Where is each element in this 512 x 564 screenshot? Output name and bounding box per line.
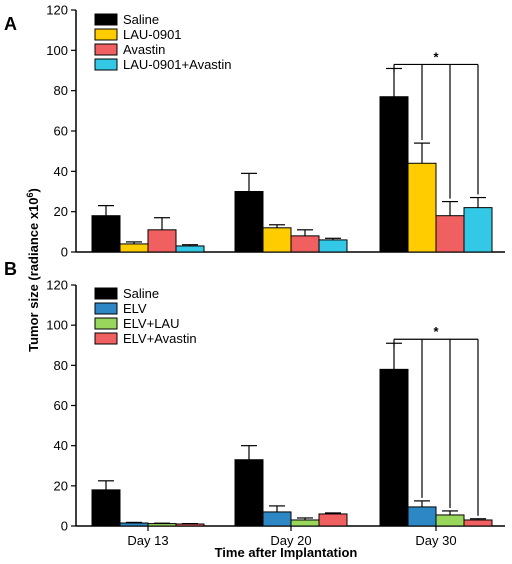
y-tick-label: 20 xyxy=(54,204,68,219)
legend-label: Avastin xyxy=(123,42,165,57)
y-tick-label: 80 xyxy=(54,358,68,373)
bar xyxy=(175,523,205,527)
bar xyxy=(435,215,465,253)
bar xyxy=(290,519,320,527)
x-tick-label: Day 30 xyxy=(415,533,456,548)
y-tick-label: 120 xyxy=(46,3,68,18)
legend-swatch xyxy=(94,58,118,71)
bar xyxy=(463,519,493,527)
significance-marker: * xyxy=(433,49,439,64)
x-tick-label: Day 20 xyxy=(270,533,311,548)
significance-marker: * xyxy=(433,324,439,339)
panel-label: B xyxy=(4,259,17,279)
y-tick-label: 100 xyxy=(46,43,68,58)
x-axis-title: Time after Implantation xyxy=(215,545,358,560)
y-tick-label: 80 xyxy=(54,83,68,98)
bar xyxy=(147,523,177,527)
bar xyxy=(379,96,409,253)
y-tick-label: 60 xyxy=(54,398,68,413)
bar xyxy=(290,235,320,253)
y-axis-title-exponent: 6 xyxy=(25,192,35,197)
y-tick-label: 40 xyxy=(54,438,68,453)
bar xyxy=(262,511,292,527)
bar xyxy=(262,227,292,253)
bar xyxy=(318,239,348,253)
bar xyxy=(379,368,409,527)
legend-swatch xyxy=(94,13,118,26)
y-tick-label: 60 xyxy=(54,124,68,139)
panel-b: B 0 20 40 60 80 100 120 Day 13 Day 20 Day 30 * Salin… xyxy=(4,259,505,548)
panel-label: A xyxy=(4,14,17,34)
legend-label: ELV+LAU xyxy=(123,316,180,331)
bar xyxy=(463,207,493,253)
y-tick-label: 120 xyxy=(46,278,68,293)
legend-label: Saline xyxy=(123,286,159,301)
legend-swatch xyxy=(94,28,118,41)
legend-swatch xyxy=(94,43,118,56)
legend-swatch xyxy=(94,332,118,345)
panel-a: A 0 20 40 60 80 100 120 * SalineLAU-0901AvastinLA… xyxy=(4,3,505,260)
legend-label: Saline xyxy=(123,12,159,27)
bar xyxy=(119,243,149,253)
y-tick-label: 100 xyxy=(46,318,68,333)
bar xyxy=(234,459,264,527)
bar xyxy=(407,506,437,527)
bar xyxy=(175,245,205,253)
bar xyxy=(407,162,437,253)
legend-label: ELV xyxy=(123,301,147,316)
y-axis-title-main: Tumor size (radiance x10 xyxy=(26,197,41,351)
y-tick-label: 20 xyxy=(54,478,68,493)
y-axis-title: Tumor size (radiance x106) xyxy=(25,188,41,352)
bar xyxy=(147,229,177,253)
x-tick-label: Day 13 xyxy=(127,533,168,548)
bar xyxy=(234,191,264,253)
y-tick-label: 0 xyxy=(61,519,68,534)
legend-swatch xyxy=(94,317,118,330)
bar xyxy=(91,489,121,527)
bar xyxy=(91,215,121,253)
y-axis-title-close: ) xyxy=(26,188,41,192)
bar xyxy=(435,514,465,527)
legend-label: ELV+Avastin xyxy=(123,331,197,346)
legend-label: LAU-0901+Avastin xyxy=(123,57,232,72)
y-tick-label: 0 xyxy=(61,245,68,260)
y-tick-label: 40 xyxy=(54,164,68,179)
legend-swatch xyxy=(94,287,118,300)
bar xyxy=(318,513,348,527)
legend-label: LAU-0901 xyxy=(123,27,182,42)
bar xyxy=(119,522,149,527)
legend-swatch xyxy=(94,302,118,315)
